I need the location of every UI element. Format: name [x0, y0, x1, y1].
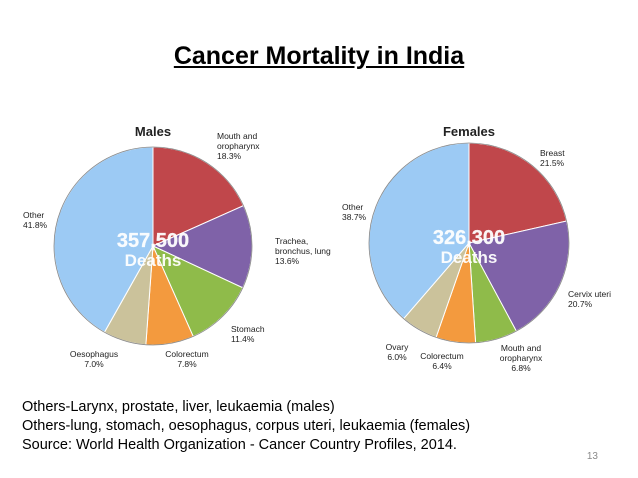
slice-label: Oesophagus 7.0%	[70, 349, 118, 369]
slice-label: Trachea, bronchus, lung 13.6%	[275, 236, 331, 266]
slice-label: Other 41.8%	[23, 210, 48, 230]
slice-label: Mouth and oropharynx 18.3%	[217, 131, 260, 161]
slice-label: Other 38.7%	[342, 202, 367, 222]
slice-label: Colorectum 7.8%	[165, 349, 208, 369]
footnotes: Others-Larynx, prostate, liver, leukaemi…	[22, 398, 470, 455]
center-value: 326,300	[433, 227, 505, 249]
center-label: Deaths	[125, 251, 182, 270]
slice-label: Colorectum 6.4%	[420, 351, 463, 371]
slice-label: Breast 21.5%	[540, 148, 565, 168]
slide-title: Cancer Mortality in India	[173, 42, 465, 70]
slice-label: Cervix uteri 20.7%	[568, 289, 611, 309]
chart-title: Males	[135, 124, 171, 139]
chart-title: Females	[443, 124, 495, 139]
footnote-females-others: Others-lung, stomach, oesophagus, corpus…	[22, 418, 471, 434]
pie-outline	[53, 146, 253, 346]
center-label: Deaths	[441, 248, 498, 267]
pie-outline	[368, 142, 570, 344]
slice-label: Stomach 11.4%	[231, 324, 265, 344]
footnote-source: Source: World Health Organization - Canc…	[22, 437, 457, 453]
center-value: 357,500	[117, 230, 189, 252]
slice-label: Ovary 6.0%	[386, 342, 409, 362]
males-chart: Males Mouth and oropharynx 18.3% Trachea, bro…	[23, 124, 331, 369]
page-number: 13	[586, 451, 598, 462]
footnote-males-others: Others-Larynx, prostate, liver, leukaemi…	[22, 399, 335, 415]
slice-label: Mouth and oropharynx 6.8%	[500, 343, 543, 373]
females-chart: Females Breast 21.5% Cervix uteri 20.7% Mouth…	[342, 124, 611, 373]
